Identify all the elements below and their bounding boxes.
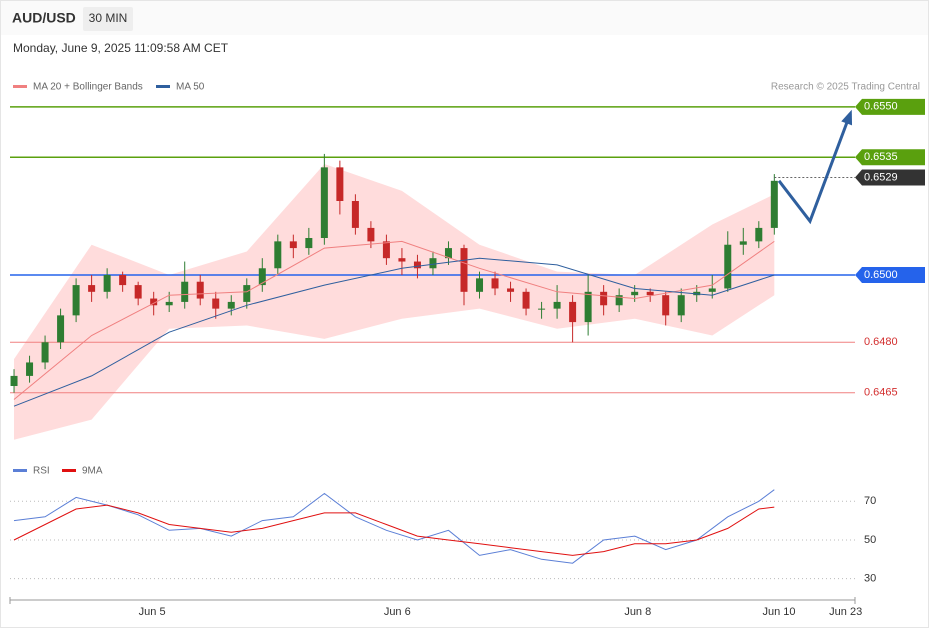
candle-body [507,288,515,292]
date: Monday, June 9, 2025 11:09:58 AM CET [13,41,229,55]
candle-body [724,244,732,289]
level-label: 0.6500 [864,269,898,281]
candle-body [444,248,452,259]
candle-body [212,298,220,309]
candle-body [615,295,623,306]
candle-body [227,301,235,309]
legend-swatch [13,469,27,472]
candle-body [88,285,96,292]
candle-body [181,281,189,302]
candle-body [274,241,282,269]
level-tag [855,267,925,283]
timeframe: 30 MIN [89,11,128,25]
candle-body [41,342,49,363]
candle-body [646,291,654,296]
legend-label: MA 50 [176,82,205,93]
candle-body [677,295,685,316]
x-tick-label: Jun 8 [624,606,651,618]
candle-body [491,278,499,289]
candle-body [770,180,778,228]
candle-body [584,291,592,323]
candle-body [538,308,546,310]
bollinger-band [14,164,775,440]
x-tick-label: Jun 6 [384,606,411,618]
indicator-line [13,489,775,564]
legend-swatch [62,469,76,472]
candle-body [119,275,127,286]
legend-label: MA 20 + Bollinger Bands [33,82,143,93]
candle-body [196,281,204,299]
candle-body [413,261,421,269]
credit: Research © 2025 Trading Central [771,82,920,93]
candle-body [351,201,359,228]
candle-body [289,241,297,249]
candle-body [708,288,716,292]
candle-body [243,285,251,302]
current-price-label: 0.6529 [864,171,898,183]
candle-body [569,301,577,323]
legend-swatch [156,85,170,88]
chart-title: AUD/USD [12,10,76,26]
moving-average [13,240,775,400]
y-tick-label: 70 [864,495,876,507]
candle-body [382,241,390,259]
moving-average [13,257,775,407]
x-tick-label: Jun 10 [762,606,795,618]
y-tick-label: 30 [864,573,876,585]
candle-body [476,278,484,292]
level-label: 0.6480 [864,336,898,348]
candle-body [522,291,530,309]
candle-body [258,268,266,286]
candle-body [398,258,406,262]
level-tag [855,98,925,115]
candle-body [103,275,111,292]
candle-body [150,298,158,306]
level-tag [855,149,925,166]
candle-body [10,375,18,386]
level-label: 0.6550 [864,101,898,113]
legend-swatch [13,85,27,88]
candle-body [429,258,437,269]
indicator-line [13,504,775,556]
candle-body [165,301,173,306]
candle-body [134,285,142,299]
candle-body [553,301,561,309]
x-tick-label: Jun 23 [829,606,862,618]
candle-body [600,291,608,306]
level-label: 0.6465 [864,387,898,399]
y-tick-label: 50 [864,534,876,546]
candle-body [26,362,34,376]
candle-body [460,248,468,292]
candle-body [755,227,763,242]
arrow-head [841,109,853,126]
projection-arrow [777,112,852,225]
x-tick-label: Jun 5 [139,606,166,618]
legend-label: 9MA [82,466,103,477]
current-price-tag [855,169,925,186]
candle-body [320,167,328,238]
candle-body [662,295,670,316]
legend-label: RSI [33,466,50,477]
candle-body [336,167,344,201]
candle-body [305,238,313,249]
level-label: 0.6535 [864,151,898,163]
candle-body [367,227,375,242]
candle-body [72,285,80,316]
candle-body [57,315,65,343]
candle-body [631,291,639,296]
candle-body [739,241,747,245]
